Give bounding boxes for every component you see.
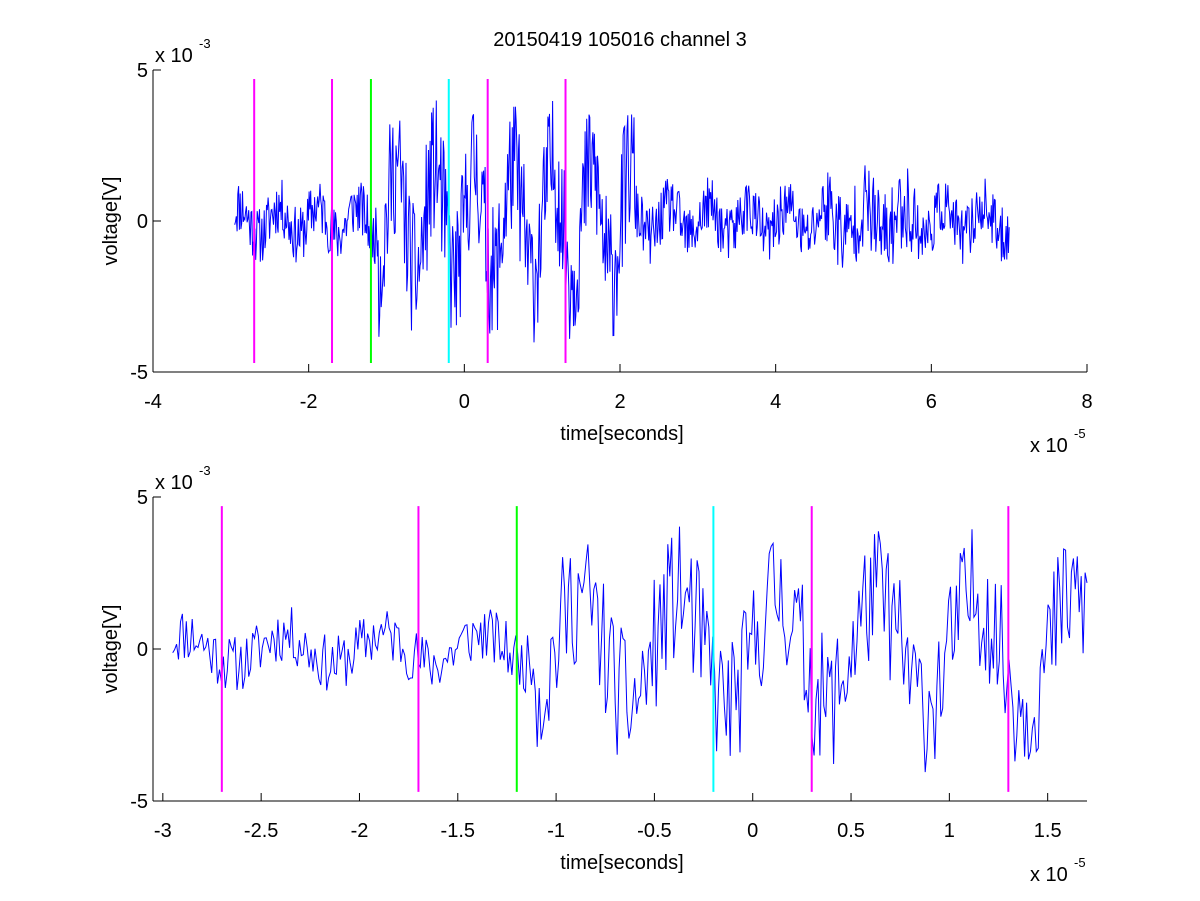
x-tick-label: 8 (1081, 391, 1092, 413)
x-axis-label: time[seconds] (560, 852, 683, 874)
y-tick-label: -5 (130, 791, 148, 813)
x-axis-label: time[seconds] (560, 423, 683, 445)
x-tick-label: -3 (154, 820, 172, 842)
y-tick-label: 0 (137, 211, 148, 233)
x-tick-label: 0 (459, 391, 470, 413)
y-axis-label: voltage[V] (100, 605, 122, 694)
x-exponent: -5 (1074, 426, 1086, 441)
x-tick-label: -0.5 (637, 820, 671, 842)
figure-title: 20150419 105016 channel 3 (493, 29, 747, 51)
y-exponent: -3 (199, 36, 211, 51)
y-tick-label: 0 (137, 639, 148, 661)
x-tick-label: -1.5 (441, 820, 475, 842)
x-tick-label: 1.5 (1034, 820, 1062, 842)
x-tick-label: -1 (547, 820, 565, 842)
x-tick-label: 0 (747, 820, 758, 842)
x-tick-label: 1 (944, 820, 955, 842)
voltage-trace (172, 526, 1088, 773)
y-exponent: -3 (199, 463, 211, 478)
y-axis-label: voltage[V] (100, 177, 122, 266)
x-multiplier: x 10 (1030, 864, 1068, 886)
bottom-axes: -3 -2.5 -2 -1.5 -1 -0.5 0 0.5 1 1.5 -5 0 5 time[secon… (100, 463, 1088, 886)
voltage-trace (234, 100, 1010, 343)
top-axes: -4 -2 0 2 4 6 8 -5 0 5 time[seconds] voltage[V] x 10… (100, 36, 1093, 457)
y-multiplier: x 10 (155, 472, 193, 494)
x-tick-label: 4 (770, 391, 781, 413)
x-multiplier: x 10 (1030, 435, 1068, 457)
x-tick-label: -2 (351, 820, 369, 842)
y-multiplier: x 10 (155, 45, 193, 67)
x-exponent: -5 (1074, 855, 1086, 870)
x-tick-label: 6 (926, 391, 937, 413)
x-tick-label: -2.5 (244, 820, 278, 842)
y-tick-label: -5 (130, 362, 148, 384)
x-tick-label: 2 (614, 391, 625, 413)
x-tick-label: 0.5 (837, 820, 865, 842)
y-tick-label: 5 (137, 487, 148, 509)
y-tick-label: 5 (137, 60, 148, 82)
x-tick-label: -2 (300, 391, 318, 413)
x-tick-label: -4 (144, 391, 162, 413)
